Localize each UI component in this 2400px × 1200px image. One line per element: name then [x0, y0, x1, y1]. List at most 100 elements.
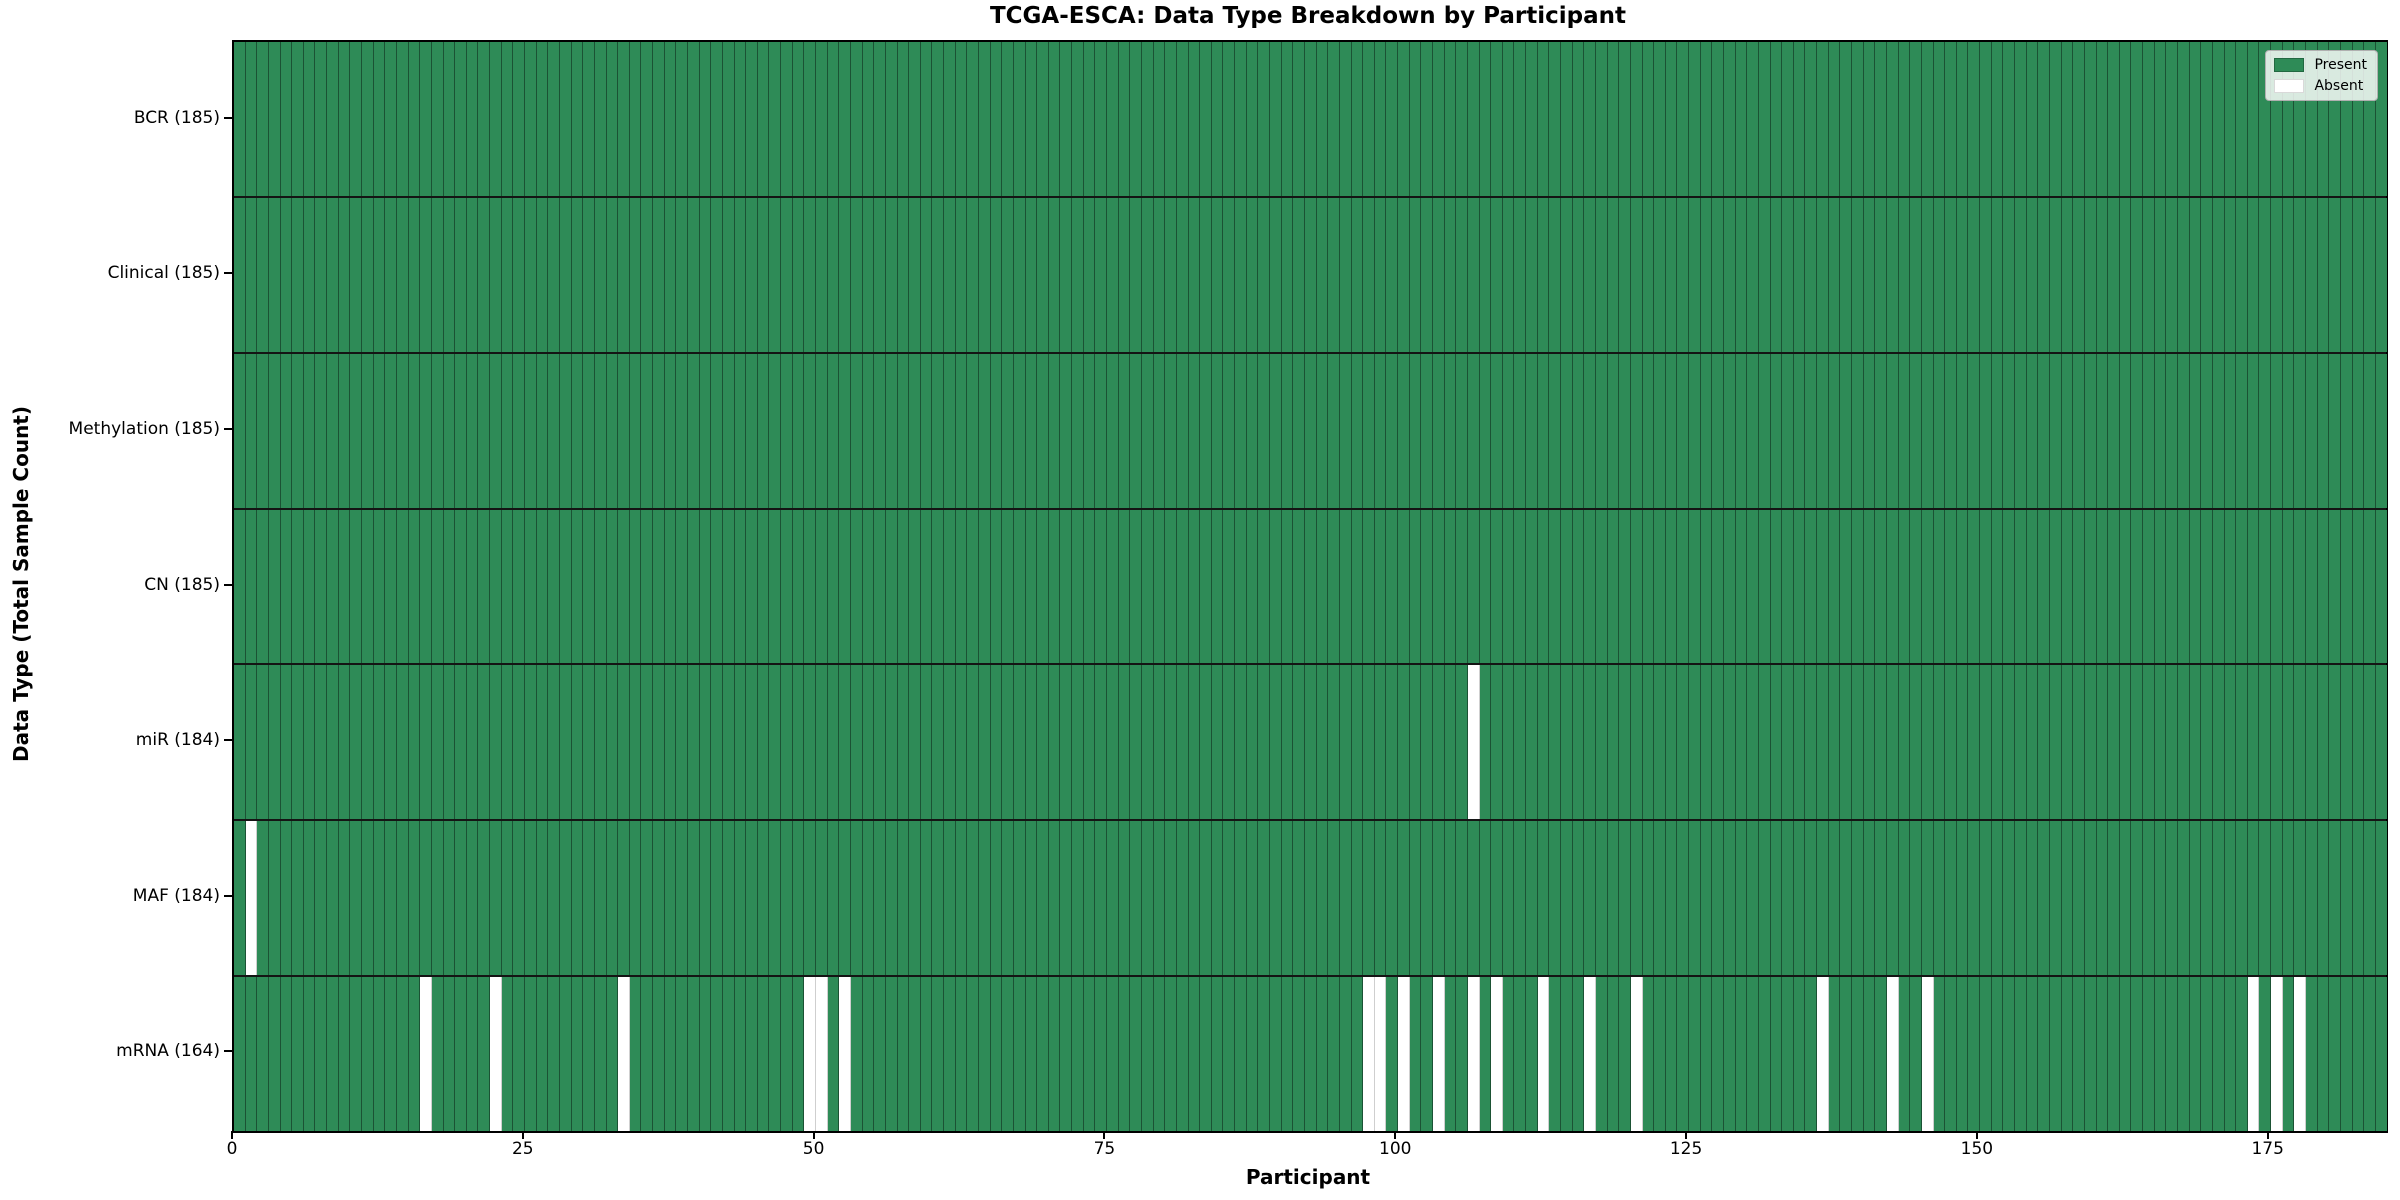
cell-mir-66 — [1002, 665, 1014, 820]
cell-mir-135 — [1805, 665, 1818, 820]
cell-cn-120 — [1630, 509, 1643, 664]
cell-clinical-61 — [944, 197, 956, 352]
cell-mir-176 — [2282, 665, 2295, 820]
cell-bcr-180 — [2329, 42, 2341, 196]
cell-mrna-5 — [292, 977, 304, 1132]
cell-clinical-181 — [2340, 197, 2353, 352]
cell-methylation-61 — [944, 353, 956, 508]
cell-mrna-39 — [687, 977, 700, 1132]
cell-methylation-76 — [1118, 353, 1131, 508]
cell-mir-161 — [2108, 665, 2120, 820]
cell-mrna-23 — [501, 977, 514, 1132]
cell-cn-117 — [1595, 509, 1608, 664]
cell-cn-112 — [1537, 509, 1550, 664]
cell-cn-181 — [2340, 509, 2353, 664]
cell-mrna-18 — [443, 977, 456, 1132]
cell-cn-35 — [641, 509, 654, 664]
cell-mrna-28 — [559, 977, 572, 1132]
cell-maf-92 — [1304, 821, 1317, 976]
cell-clinical-67 — [1013, 197, 1026, 352]
cell-mrna-72 — [1072, 977, 1084, 1132]
cell-maf-111 — [1526, 821, 1538, 976]
cell-cn-154 — [2026, 509, 2039, 664]
cell-methylation-20 — [466, 353, 479, 508]
cell-maf-97 — [1363, 821, 1375, 976]
chart-title: TCGA-ESCA: Data Type Breakdown by Partic… — [989, 3, 1627, 29]
cell-methylation-92 — [1304, 353, 1317, 508]
cell-maf-74 — [1095, 821, 1108, 976]
cell-mrna-171 — [2224, 977, 2237, 1132]
cell-mrna-146 — [1933, 977, 1946, 1132]
cell-cn-183 — [2364, 509, 2376, 664]
cell-mrna-164 — [2143, 977, 2155, 1132]
cell-bcr-127 — [1712, 42, 1724, 196]
cell-cn-54 — [862, 509, 875, 664]
cell-mrna-147 — [1945, 977, 1957, 1132]
cell-maf-145 — [1921, 821, 1934, 976]
cell-maf-84 — [1211, 821, 1224, 976]
cell-clinical-47 — [781, 197, 793, 352]
cell-cn-162 — [2119, 509, 2132, 664]
cell-bcr-10 — [350, 42, 363, 196]
cell-maf-151 — [1991, 821, 2004, 976]
cell-clinical-92 — [1304, 197, 1317, 352]
cell-bcr-45 — [757, 42, 770, 196]
cell-mrna-2 — [257, 977, 269, 1132]
cell-mir-113 — [1549, 665, 1562, 820]
cell-clinical-6 — [303, 197, 316, 352]
cell-mrna-162 — [2119, 977, 2132, 1132]
cell-mir-58 — [909, 665, 921, 820]
cell-methylation-119 — [1619, 353, 1631, 508]
cell-maf-134 — [1793, 821, 1806, 976]
cell-maf-38 — [676, 821, 688, 976]
cell-bcr-75 — [1107, 42, 1119, 196]
cell-bcr-88 — [1258, 42, 1271, 196]
cell-mir-17 — [431, 665, 444, 820]
cell-bcr-12 — [373, 42, 386, 196]
cell-mrna-92 — [1304, 977, 1317, 1132]
cell-mir-179 — [2317, 665, 2330, 820]
cell-mir-159 — [2084, 665, 2097, 820]
cell-methylation-36 — [653, 353, 665, 508]
cell-bcr-166 — [2166, 42, 2178, 196]
cell-mir-145 — [1921, 665, 1934, 820]
cell-clinical-72 — [1072, 197, 1084, 352]
cell-bcr-62 — [955, 42, 968, 196]
cell-methylation-172 — [2236, 353, 2248, 508]
cell-methylation-79 — [1153, 353, 1166, 508]
cell-clinical-33 — [618, 197, 630, 352]
cell-methylation-139 — [1852, 353, 1864, 508]
cell-clinical-111 — [1526, 197, 1538, 352]
cell-methylation-89 — [1270, 353, 1282, 508]
cell-mrna-101 — [1409, 977, 1422, 1132]
cell-maf-156 — [2049, 821, 2062, 976]
cell-mir-57 — [897, 665, 910, 820]
cell-maf-146 — [1933, 821, 1946, 976]
cell-maf-117 — [1595, 821, 1608, 976]
cell-bcr-184 — [2375, 42, 2387, 196]
cell-mrna-163 — [2131, 977, 2144, 1132]
cell-mir-112 — [1537, 665, 1550, 820]
cell-mir-10 — [350, 665, 363, 820]
cell-mir-152 — [2003, 665, 2016, 820]
cell-clinical-126 — [1700, 197, 1713, 352]
cell-bcr-77 — [1130, 42, 1142, 196]
cell-mir-6 — [303, 665, 316, 820]
cell-clinical-76 — [1118, 197, 1131, 352]
cell-maf-80 — [1165, 821, 1177, 976]
cell-mir-114 — [1561, 665, 1573, 820]
cell-mir-45 — [757, 665, 770, 820]
cell-maf-2 — [257, 821, 269, 976]
cell-mrna-76 — [1118, 977, 1131, 1132]
cell-bcr-76 — [1118, 42, 1131, 196]
cell-clinical-46 — [769, 197, 782, 352]
cell-mrna-36 — [653, 977, 665, 1132]
cell-cn-37 — [664, 509, 677, 664]
cell-cn-94 — [1328, 509, 1340, 664]
cell-maf-36 — [653, 821, 665, 976]
cell-mir-109 — [1502, 665, 1515, 820]
cell-mir-50 — [816, 665, 828, 820]
cell-bcr-109 — [1502, 42, 1515, 196]
cell-maf-129 — [1735, 821, 1748, 976]
cell-mrna-102 — [1421, 977, 1433, 1132]
